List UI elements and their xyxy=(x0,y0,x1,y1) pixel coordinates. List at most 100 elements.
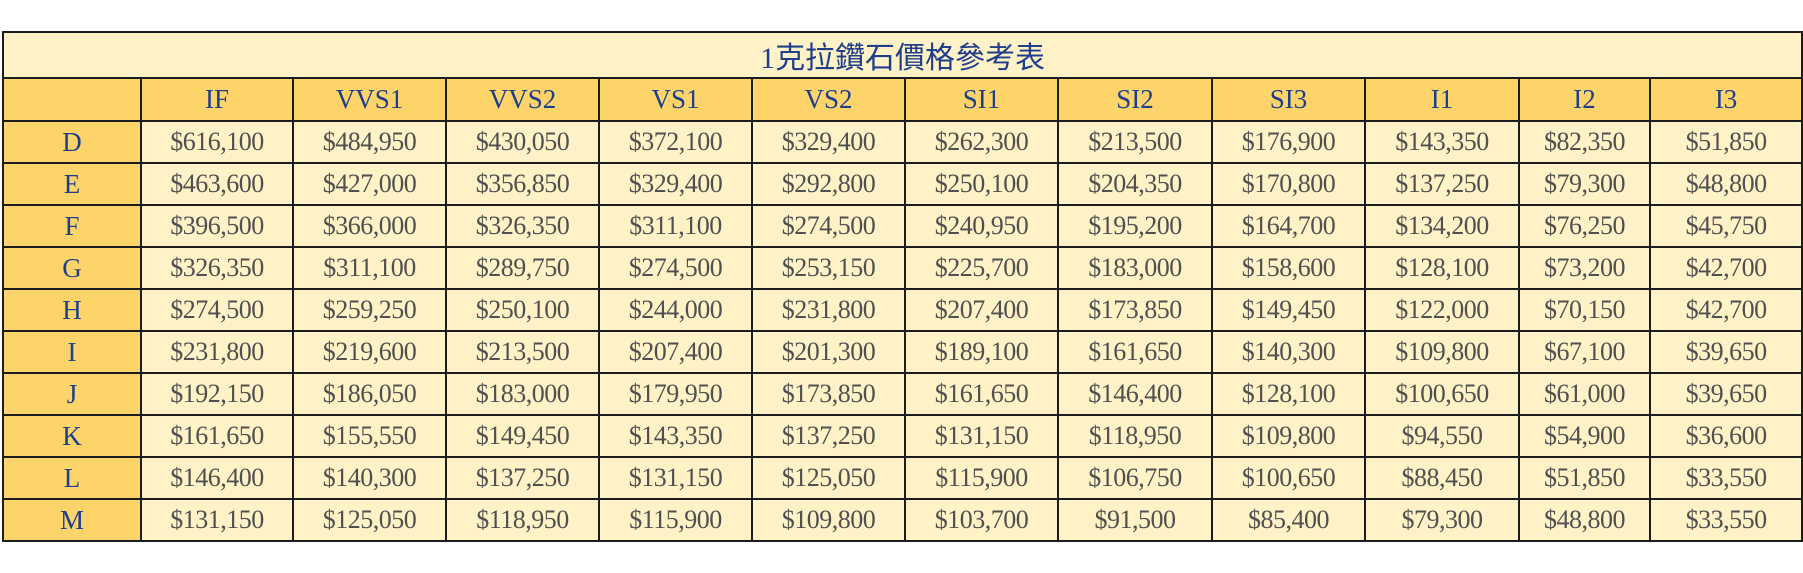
price-cell: $173,850 xyxy=(751,372,906,416)
price-cell: $140,300 xyxy=(1211,330,1366,374)
table-title: 1克拉鑽石價格參考表 xyxy=(1,31,1803,79)
price-cell: $164,700 xyxy=(1211,204,1366,248)
price-cell: $137,250 xyxy=(751,414,906,458)
price-cell: $213,500 xyxy=(1057,120,1213,164)
price-cell: $70,150 xyxy=(1518,288,1651,332)
price-cell: $51,850 xyxy=(1518,456,1651,500)
clarity-header: I3 xyxy=(1648,77,1803,122)
price-cell: $109,800 xyxy=(1364,330,1520,374)
price-cell: $427,000 xyxy=(292,162,447,206)
price-cell: $39,650 xyxy=(1648,330,1803,374)
price-cell: $292,800 xyxy=(751,162,906,206)
price-cell: $61,000 xyxy=(1518,372,1651,416)
price-cell: $161,650 xyxy=(904,372,1059,416)
price-cell: $103,700 xyxy=(904,498,1059,542)
corner-cell xyxy=(2,77,142,122)
price-cell: $67,100 xyxy=(1518,330,1651,374)
price-cell: $125,050 xyxy=(292,498,447,542)
price-cell: $219,600 xyxy=(292,330,447,374)
price-cell: $396,500 xyxy=(140,204,294,248)
price-cell: $51,850 xyxy=(1648,120,1803,164)
price-cell: $94,550 xyxy=(1364,414,1520,458)
color-grade-label: H xyxy=(2,288,142,332)
price-cell: $54,900 xyxy=(1518,414,1651,458)
price-cell: $225,700 xyxy=(904,246,1059,290)
price-cell: $88,450 xyxy=(1364,456,1520,500)
clarity-header: SI2 xyxy=(1057,77,1213,122)
price-cell: $372,100 xyxy=(598,120,753,164)
color-grade-label: M xyxy=(2,498,142,542)
price-cell: $39,650 xyxy=(1648,372,1803,416)
price-cell: $79,300 xyxy=(1518,162,1651,206)
price-cell: $82,350 xyxy=(1518,120,1651,164)
clarity-header: IF xyxy=(140,77,294,122)
price-cell: $161,650 xyxy=(140,414,294,458)
price-cell: $183,000 xyxy=(445,372,600,416)
price-cell: $231,800 xyxy=(751,288,906,332)
price-cell: $146,400 xyxy=(140,456,294,500)
clarity-header: SI3 xyxy=(1211,77,1366,122)
price-cell: $250,100 xyxy=(445,288,600,332)
price-cell: $176,900 xyxy=(1211,120,1366,164)
price-cell: $204,350 xyxy=(1057,162,1213,206)
price-cell: $100,650 xyxy=(1364,372,1520,416)
price-cell: $115,900 xyxy=(598,498,753,542)
price-cell: $48,800 xyxy=(1648,162,1803,206)
price-cell: $109,800 xyxy=(751,498,906,542)
price-cell: $106,750 xyxy=(1057,456,1213,500)
price-cell: $143,350 xyxy=(598,414,753,458)
table-row: F $396,500 $366,000 $326,350 $311,100 $274,50… xyxy=(2,204,1803,248)
table-row: M $131,150 $125,050 $118,950 $115,900 $109,80… xyxy=(2,498,1803,542)
price-cell: $430,050 xyxy=(445,120,600,164)
price-table-container: 1克拉鑽石價格參考表 IF VVS1 VVS2 VS1 VS2 SI1 SI2 … xyxy=(1,31,1803,542)
price-cell: $311,100 xyxy=(292,246,447,290)
price-cell: $73,200 xyxy=(1518,246,1651,290)
price-cell: $274,500 xyxy=(598,246,753,290)
price-cell: $134,200 xyxy=(1364,204,1520,248)
price-cell: $179,950 xyxy=(598,372,753,416)
price-cell: $137,250 xyxy=(1364,162,1520,206)
clarity-header: SI1 xyxy=(904,77,1059,122)
price-cell: $231,800 xyxy=(140,330,294,374)
price-cell: $192,150 xyxy=(140,372,294,416)
price-cell: $240,950 xyxy=(904,204,1059,248)
color-grade-label: J xyxy=(2,372,142,416)
clarity-header: VS1 xyxy=(598,77,753,122)
price-cell: $118,950 xyxy=(1057,414,1213,458)
price-cell: $100,650 xyxy=(1211,456,1366,500)
price-cell: $149,450 xyxy=(1211,288,1366,332)
price-cell: $183,000 xyxy=(1057,246,1213,290)
diamond-price-table: 1克拉鑽石價格參考表 IF VVS1 VVS2 VS1 VS2 SI1 SI2 … xyxy=(1,31,1803,542)
price-cell: $122,000 xyxy=(1364,288,1520,332)
price-cell: $213,500 xyxy=(445,330,600,374)
price-cell: $274,500 xyxy=(140,288,294,332)
table-row: L $146,400 $140,300 $137,250 $131,150 $125,05… xyxy=(2,456,1803,500)
price-cell: $149,450 xyxy=(445,414,600,458)
price-table-body: D $616,100 $484,950 $430,050 $372,100 $329,40… xyxy=(2,120,1803,542)
price-cell: $274,500 xyxy=(751,204,906,248)
price-cell: $366,000 xyxy=(292,204,447,248)
table-row: E $463,600 $427,000 $356,850 $329,400 $292,80… xyxy=(2,162,1803,206)
price-cell: $115,900 xyxy=(904,456,1059,500)
clarity-header: I2 xyxy=(1518,77,1651,122)
price-cell: $128,100 xyxy=(1211,372,1366,416)
price-cell: $140,300 xyxy=(292,456,447,500)
table-row: H $274,500 $259,250 $250,100 $244,000 $231,80… xyxy=(2,288,1803,332)
table-row: G $326,350 $311,100 $289,750 $274,500 $253,15… xyxy=(2,246,1803,290)
price-cell: $195,200 xyxy=(1057,204,1213,248)
price-cell: $42,700 xyxy=(1648,288,1803,332)
clarity-header: VVS1 xyxy=(292,77,447,122)
price-cell: $109,800 xyxy=(1211,414,1366,458)
price-cell: $207,400 xyxy=(904,288,1059,332)
price-cell: $173,850 xyxy=(1057,288,1213,332)
clarity-header: I1 xyxy=(1364,77,1520,122)
price-cell: $259,250 xyxy=(292,288,447,332)
title-row: 1克拉鑽石價格參考表 xyxy=(1,31,1803,79)
price-cell: $484,950 xyxy=(292,120,447,164)
price-cell: $131,150 xyxy=(598,456,753,500)
table-row: I $231,800 $219,600 $213,500 $207,400 $201,30… xyxy=(2,330,1803,374)
price-cell: $201,300 xyxy=(751,330,906,374)
price-cell: $161,650 xyxy=(1057,330,1213,374)
price-cell: $36,600 xyxy=(1648,414,1803,458)
price-cell: $189,100 xyxy=(904,330,1059,374)
